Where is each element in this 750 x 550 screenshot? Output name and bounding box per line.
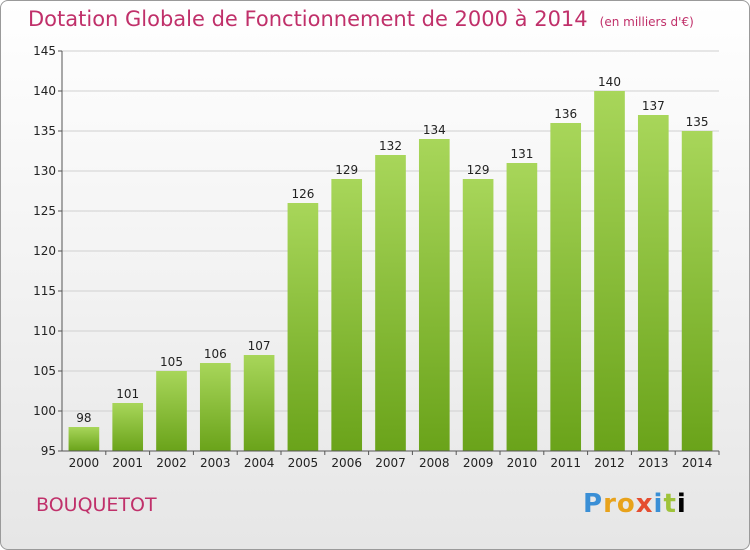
x-tick-label-2001: 2001 [112, 456, 143, 470]
y-tick-label: 95 [41, 444, 56, 458]
y-tick-label: 140 [33, 84, 56, 98]
bar-2000 [68, 427, 100, 451]
x-tick-label-2002: 2002 [156, 456, 187, 470]
commune-name: BOUQUETOT [36, 494, 157, 516]
bar-2004 [243, 355, 275, 451]
bar-2009 [462, 179, 494, 451]
axes [58, 50, 720, 455]
bar-2002 [156, 371, 187, 451]
bar-2006 [331, 179, 363, 451]
y-tick-label: 100 [33, 404, 56, 418]
value-label-2000: 98 [76, 411, 91, 425]
x-tick-label-2006: 2006 [331, 456, 362, 470]
value-label-2003: 106 [204, 347, 227, 361]
bar-2001 [112, 403, 144, 451]
value-label-2010: 131 [510, 147, 533, 161]
x-tick-label-2011: 2011 [550, 456, 581, 470]
x-tick-label-2009: 2009 [463, 456, 494, 470]
chart-title: Dotation Globale de Fonctionnement de 20… [28, 7, 694, 31]
title-text: Dotation Globale de Fonctionnement de 20… [28, 7, 588, 31]
value-label-2006: 129 [335, 163, 358, 177]
y-tick-label: 120 [33, 244, 56, 258]
bars [68, 91, 713, 451]
x-tick-label-2012: 2012 [594, 456, 625, 470]
value-label-2002: 105 [160, 355, 183, 369]
bar-2013 [637, 115, 669, 451]
bar-2014 [681, 131, 713, 451]
bar-2011 [550, 123, 582, 451]
value-label-2012: 140 [598, 75, 621, 89]
value-label-2004: 107 [248, 339, 271, 353]
value-label-2008: 134 [423, 123, 446, 137]
value-label-2009: 129 [467, 163, 490, 177]
x-tick-label-2013: 2013 [638, 456, 669, 470]
y-tick-label: 110 [33, 324, 56, 338]
x-tick-label-2007: 2007 [375, 456, 406, 470]
x-tick-label-2005: 2005 [288, 456, 319, 470]
value-label-2011: 136 [554, 107, 577, 121]
labels: 95 100 105 110 115 120 125 130 135 140 145 98 2000 10… [33, 44, 712, 470]
y-tick-label: 130 [33, 164, 56, 178]
bar-2008 [418, 139, 450, 451]
value-label-2007: 132 [379, 139, 402, 153]
y-tick-label: 105 [33, 364, 56, 378]
value-label-2013: 137 [642, 99, 665, 113]
bar-2007 [375, 155, 406, 451]
x-tick-label-2003: 2003 [200, 456, 231, 470]
x-tick-label-2000: 2000 [69, 456, 100, 470]
x-tick-label-2008: 2008 [419, 456, 450, 470]
bar-2003 [199, 363, 231, 451]
bar-2012 [594, 91, 625, 451]
bar-2010 [506, 163, 538, 451]
y-tick-label: 145 [33, 44, 56, 58]
x-tick-label-2004: 2004 [244, 456, 275, 470]
bar-2005 [287, 203, 319, 451]
chart-subtitle: (en milliers d'€) [599, 15, 694, 29]
value-label-2014: 135 [686, 115, 709, 129]
value-label-2001: 101 [116, 387, 139, 401]
y-tick-label: 125 [33, 204, 56, 218]
y-tick-label: 115 [33, 284, 56, 298]
proxiti-logo[interactable]: Proxiti [583, 489, 687, 519]
value-label-2005: 126 [291, 187, 314, 201]
y-tick-label: 135 [33, 124, 56, 138]
x-tick-label-2010: 2010 [507, 456, 538, 470]
x-tick-label-2014: 2014 [682, 456, 713, 470]
